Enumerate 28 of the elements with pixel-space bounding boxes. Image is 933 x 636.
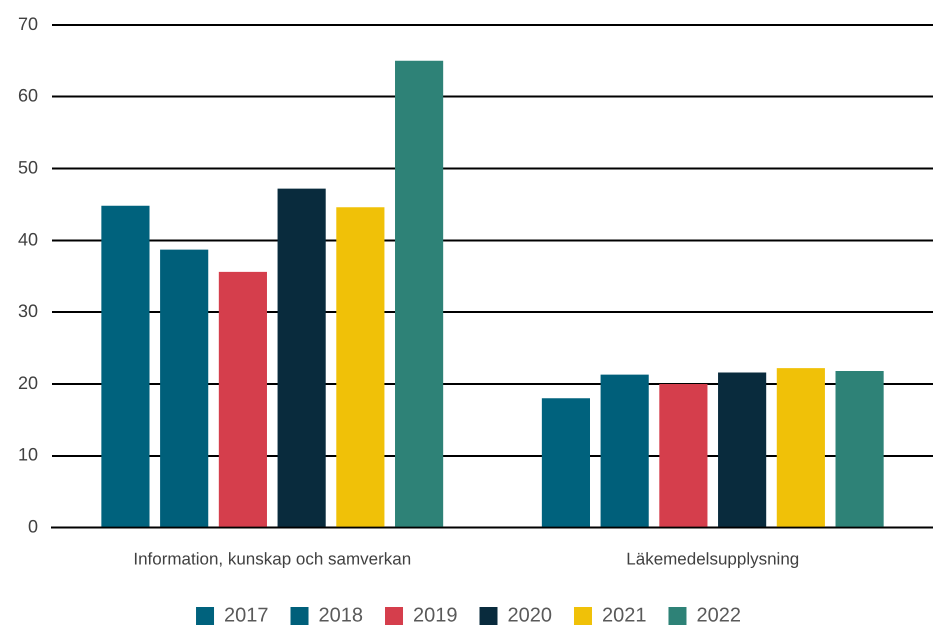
- bar: [836, 371, 884, 527]
- y-tick-label: 70: [18, 14, 38, 34]
- x-tick-label: Information, kunskap och samverkan: [133, 549, 412, 568]
- bar: [278, 188, 326, 527]
- legend-label: 2021: [602, 604, 646, 627]
- bar: [659, 384, 708, 527]
- legend-label: 2020: [508, 604, 552, 627]
- bar: [776, 368, 825, 527]
- y-tick-label: 30: [18, 301, 38, 322]
- y-tick-label: 0: [28, 516, 38, 537]
- bar: [395, 60, 444, 527]
- legend-label: 2022: [696, 604, 741, 627]
- bar: [718, 372, 766, 527]
- y-tick-label: 10: [18, 444, 38, 465]
- legend-label: 2019: [413, 604, 458, 627]
- y-tick-label: 50: [18, 157, 38, 178]
- legend-label: 2017: [224, 604, 269, 627]
- bar: [542, 398, 590, 527]
- y-tick-label: 40: [18, 229, 38, 250]
- x-tick-label: Läkemedelsupplysning: [626, 549, 800, 568]
- bar: [218, 272, 267, 527]
- bar: [160, 250, 208, 527]
- bar: [336, 207, 384, 527]
- y-tick-label: 60: [18, 86, 38, 106]
- legend-label: 2018: [318, 604, 364, 627]
- bar: [600, 374, 649, 527]
- y-tick-label: 20: [18, 372, 38, 393]
- bar: [101, 206, 150, 527]
